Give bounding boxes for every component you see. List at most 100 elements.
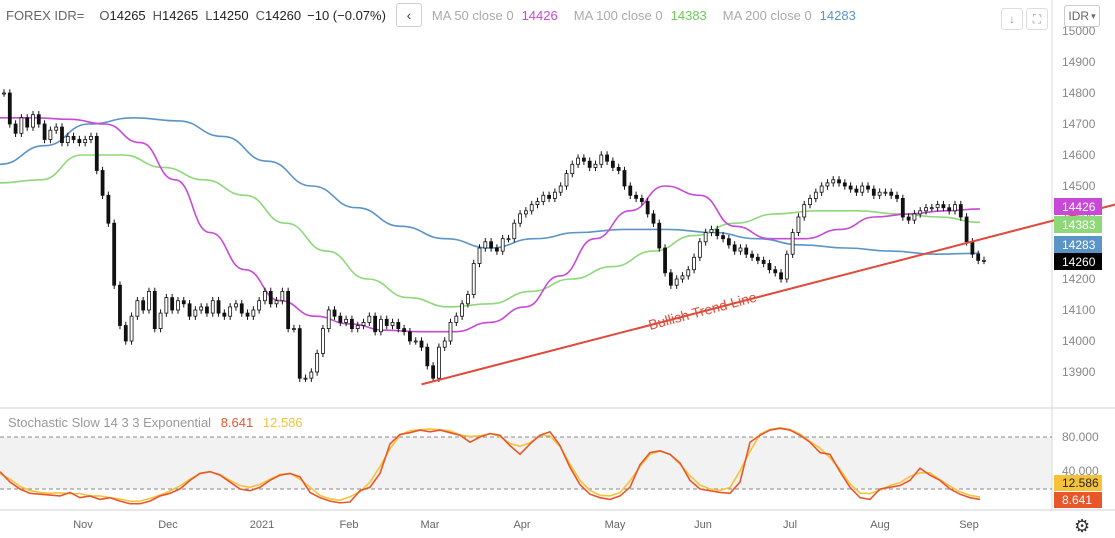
symbol-label[interactable]: FOREX IDR= <box>6 7 85 23</box>
ma100-price-label-box <box>1054 216 1102 233</box>
candle-body <box>599 154 604 165</box>
candle-body <box>518 213 522 224</box>
open-value: 14265 <box>109 7 146 23</box>
candle-body <box>889 191 894 196</box>
candle-body <box>31 114 35 128</box>
candle-body <box>286 290 291 329</box>
candle-body <box>2 92 6 95</box>
candle-body <box>152 290 157 329</box>
time-tick-label: Apr <box>513 519 530 531</box>
candle-body <box>396 321 401 329</box>
candle-body <box>71 135 76 140</box>
candle-body <box>292 328 296 331</box>
fullscreen-icon[interactable]: ⛶ <box>1026 8 1048 30</box>
candle-body <box>784 253 789 280</box>
ma100-value: 14383 <box>670 7 707 23</box>
stoch-k-value: 8.641 <box>220 415 254 430</box>
time-tick-label: Nov <box>73 519 93 531</box>
close-value: 14260 <box>264 7 302 23</box>
candle-body <box>686 269 691 277</box>
candle-body <box>466 294 470 305</box>
ma200-price-label-box <box>1054 236 1102 253</box>
ma100-label[interactable]: MA 100 close 0 <box>573 7 663 23</box>
ma50-value: 14426 <box>521 7 558 23</box>
candle-body <box>697 241 702 258</box>
ma50-price-label-box <box>1054 198 1102 215</box>
price-tick-label: 14700 <box>1062 117 1096 131</box>
candle-body <box>118 284 122 326</box>
gear-icon[interactable]: ⚙ <box>1074 516 1091 536</box>
time-tick-label: Mar <box>421 519 440 531</box>
candle-body <box>587 160 592 168</box>
candle-body <box>970 241 975 255</box>
high-value: 14265 <box>162 7 199 23</box>
candle-body <box>442 340 447 348</box>
download-icon[interactable]: ↓ <box>1001 8 1023 30</box>
candle-body <box>181 300 186 305</box>
ma200-price-label: 14283 <box>1062 238 1096 252</box>
candle-body <box>941 204 946 209</box>
candle-body <box>958 204 963 218</box>
ma100-price-label: 14383 <box>1062 218 1096 232</box>
stoch-k-line <box>0 427 981 505</box>
last-price-label: 14260 <box>1062 255 1096 269</box>
candle-body <box>883 191 888 194</box>
candle-body <box>210 300 215 314</box>
candle-body <box>628 185 633 196</box>
candle-body <box>877 191 882 196</box>
candle-body <box>512 222 517 240</box>
candle-body <box>251 309 256 317</box>
ma50-price-label: 14426 <box>1062 200 1096 214</box>
candle-body <box>808 197 812 205</box>
candle-body <box>297 328 302 379</box>
candle-body <box>425 346 430 367</box>
candle-body <box>268 290 273 305</box>
chevron-left-icon[interactable]: ‹ <box>395 3 422 27</box>
ma200-label[interactable]: MA 200 close 0 <box>722 7 812 23</box>
candle-body <box>813 191 818 199</box>
candle-body <box>100 170 105 196</box>
price-tick-label: 14000 <box>1062 334 1096 348</box>
candle-body <box>860 185 865 193</box>
candle-body <box>871 188 876 196</box>
time-tick-label: Jul <box>783 519 797 531</box>
candle-body <box>663 247 667 274</box>
candle-body <box>274 300 279 305</box>
candle-body <box>842 182 847 187</box>
candles <box>2 89 986 382</box>
candle-body <box>477 247 482 264</box>
time-tick-label: Feb <box>340 519 359 531</box>
candle-body <box>158 312 163 330</box>
candle-body <box>42 123 47 140</box>
candle-body <box>570 163 575 175</box>
candle-body <box>622 170 627 187</box>
candle-body <box>976 253 981 261</box>
stochastic-header: Stochastic Slow 14 3 3 Exponential 8.641… <box>8 415 303 430</box>
candle-body <box>245 312 250 317</box>
candle-body <box>918 210 923 215</box>
candle-body <box>552 191 557 199</box>
candle-body <box>390 321 395 326</box>
candle-body <box>645 201 650 215</box>
candle-body <box>315 352 320 373</box>
candle-body <box>147 290 151 311</box>
open-label: O <box>99 7 110 23</box>
candle-body <box>384 318 389 326</box>
candle-body <box>616 166 621 171</box>
ma50-label[interactable]: MA 50 close 0 <box>431 7 514 23</box>
candle-body <box>164 297 169 314</box>
candle-body <box>935 204 940 209</box>
currency-selector[interactable]: IDR ▾ <box>1064 5 1100 27</box>
candle-body <box>906 216 911 221</box>
price-tick-label: 15000 <box>1062 24 1096 38</box>
candle-body <box>848 185 853 190</box>
candle-body <box>489 241 494 249</box>
price-tick-label: 14200 <box>1062 272 1096 286</box>
header-bar: FOREX IDR= O 14265 H 14265 L 14250 C 142… <box>6 3 870 27</box>
stochastic-label[interactable]: Stochastic Slow 14 3 3 Exponential <box>8 415 212 430</box>
candle-body <box>732 244 737 252</box>
time-tick-label: Jun <box>694 519 712 531</box>
candle-body <box>54 126 59 131</box>
stochastic-band <box>0 437 1052 489</box>
